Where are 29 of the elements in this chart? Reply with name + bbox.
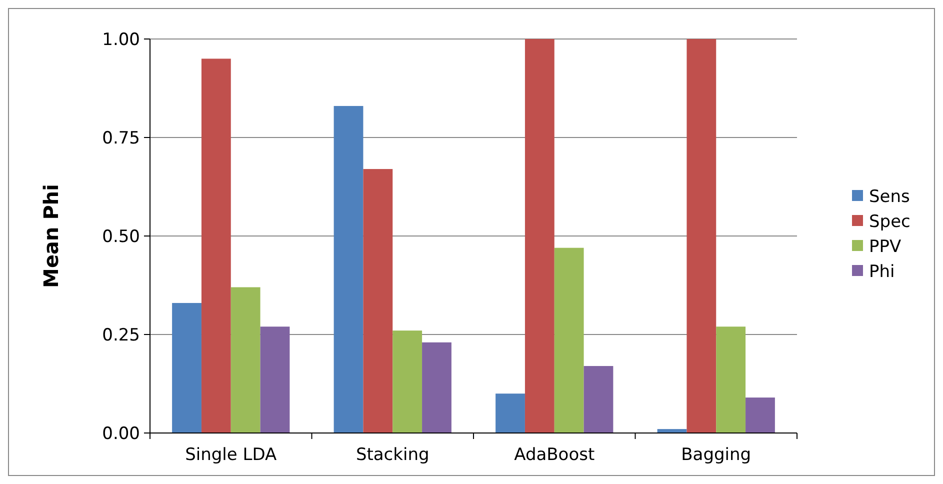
legend-label: PPV bbox=[869, 236, 902, 257]
x-tick-label: Stacking bbox=[356, 445, 430, 465]
bar bbox=[260, 326, 290, 433]
bar bbox=[746, 398, 775, 433]
y-tick-label: 0.00 bbox=[102, 424, 140, 444]
x-tick-label: Single LDA bbox=[185, 445, 278, 465]
bar bbox=[201, 58, 231, 433]
x-tick-label: AdaBoost bbox=[514, 445, 595, 465]
legend-label: Phi bbox=[869, 262, 895, 282]
bar bbox=[172, 302, 202, 433]
y-tick-label: 0.25 bbox=[102, 325, 140, 346]
bar bbox=[496, 394, 525, 433]
bar bbox=[524, 39, 554, 433]
bar bbox=[363, 169, 393, 433]
bar bbox=[716, 326, 746, 433]
bar bbox=[392, 330, 422, 433]
bar bbox=[230, 287, 260, 433]
legend-label: Sens bbox=[869, 186, 910, 207]
x-tick-label: Bagging bbox=[681, 445, 752, 465]
bar bbox=[334, 106, 364, 433]
y-tick-label: 0.50 bbox=[102, 226, 140, 247]
y-axis-title: Mean Phi bbox=[39, 184, 63, 288]
bar bbox=[422, 342, 452, 433]
bar bbox=[584, 366, 614, 433]
y-tick-label: 0.75 bbox=[102, 128, 140, 148]
bar bbox=[686, 39, 716, 433]
legend-label: Spec bbox=[869, 212, 910, 232]
bar bbox=[554, 248, 584, 433]
y-tick-label: 1.00 bbox=[102, 30, 140, 50]
